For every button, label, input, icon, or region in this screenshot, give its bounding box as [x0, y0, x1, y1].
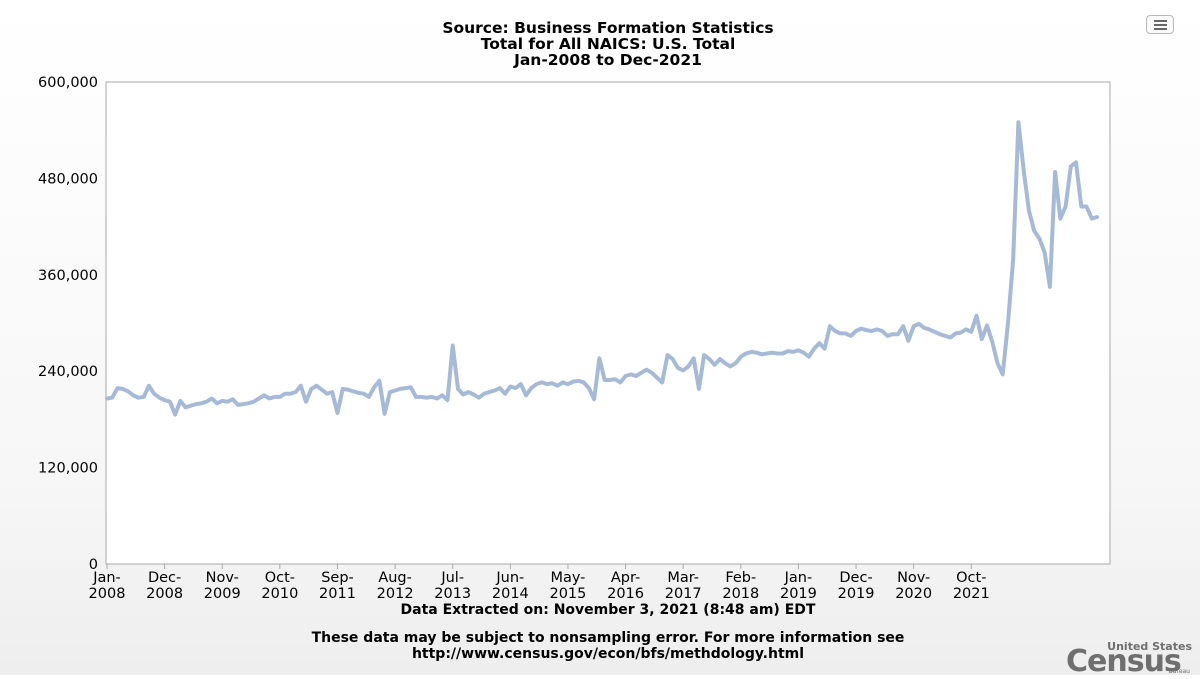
x-tick-label: Jun- [495, 570, 524, 586]
x-tick-label: Dec- [148, 570, 181, 586]
x-tick-label: 2016 [607, 586, 644, 600]
x-tick-label: 2008 [146, 586, 183, 600]
disclaimer: These data may be subject to nonsampling… [0, 630, 1200, 662]
x-tick-label: Mar- [667, 570, 699, 586]
x-tick-label: 2014 [492, 586, 529, 600]
hamburger-menu-icon[interactable] [1146, 15, 1174, 34]
x-tick-label: Nov- [206, 570, 239, 586]
x-tick-label: Nov- [897, 570, 930, 586]
x-tick-label: 2012 [377, 586, 414, 600]
chart-title: Source: Business Formation Statistics [442, 19, 774, 37]
x-tick-label: 2010 [261, 586, 298, 600]
x-tick-label: Oct- [956, 570, 986, 586]
x-tick-label: 2019 [838, 586, 875, 600]
line-chart: 0 120,000 240,000 360,000 480,000 600,000 Jan… [38, 75, 1111, 600]
chart-date-range: Jan-2008 to Dec-2021 [514, 51, 702, 69]
x-tick-label: 2008 [89, 586, 126, 600]
x-tick-label: May- [550, 570, 585, 586]
y-axis: 0 120,000 240,000 360,000 480,000 600,000 [38, 75, 98, 573]
x-tick-label: 2018 [722, 586, 759, 600]
y-tick-label: 120,000 [38, 461, 98, 477]
disclaimer-text: These data may be subject to nonsampling… [311, 630, 905, 646]
x-tick-label: 2013 [434, 586, 471, 600]
x-tick-label: 2011 [319, 586, 356, 600]
x-tick-label: Jan- [92, 570, 121, 586]
x-tick-label: Jul- [440, 570, 464, 586]
x-tick-label: 2015 [549, 586, 586, 600]
x-tick-label: Oct- [265, 570, 295, 586]
x-tick-label: Feb- [725, 570, 756, 586]
x-tick-label: 2021 [953, 586, 990, 600]
census-bureau-logo: United States Census Bureau [1066, 640, 1192, 679]
data-extracted-note: Data Extracted on: November 3, 2021 (8:4… [400, 602, 816, 618]
x-tick-label: 2009 [204, 586, 241, 600]
x-tick-label: 2017 [665, 586, 702, 600]
chart-title-block: Source: Business Formation Statistics To… [0, 20, 1200, 68]
x-tick-label: Sep- [321, 570, 354, 586]
x-tick-label: Apr- [611, 570, 640, 586]
x-tick-label: Jan- [784, 570, 813, 586]
chart-subtitle: Total for All NAICS: U.S. Total [480, 35, 736, 53]
x-tick-label: 2020 [895, 586, 932, 600]
x-tick-label: Aug- [378, 570, 412, 586]
y-tick-label: 600,000 [38, 75, 98, 91]
y-tick-label: 360,000 [38, 268, 98, 284]
x-tick-label: Dec- [839, 570, 872, 586]
y-tick-label: 480,000 [38, 171, 98, 187]
x-tick-label: 2019 [780, 586, 817, 600]
series-line [105, 120, 1099, 417]
methodology-link[interactable]: http://www.census.gov/econ/bfs/methdolog… [411, 646, 805, 662]
y-tick-label: 240,000 [38, 364, 98, 380]
x-axis: Jan-2008Dec-2008Nov-2009Oct-2010Sep-2011… [89, 564, 990, 600]
plot-area [105, 81, 1111, 565]
y-tick-label: 0 [89, 557, 98, 573]
